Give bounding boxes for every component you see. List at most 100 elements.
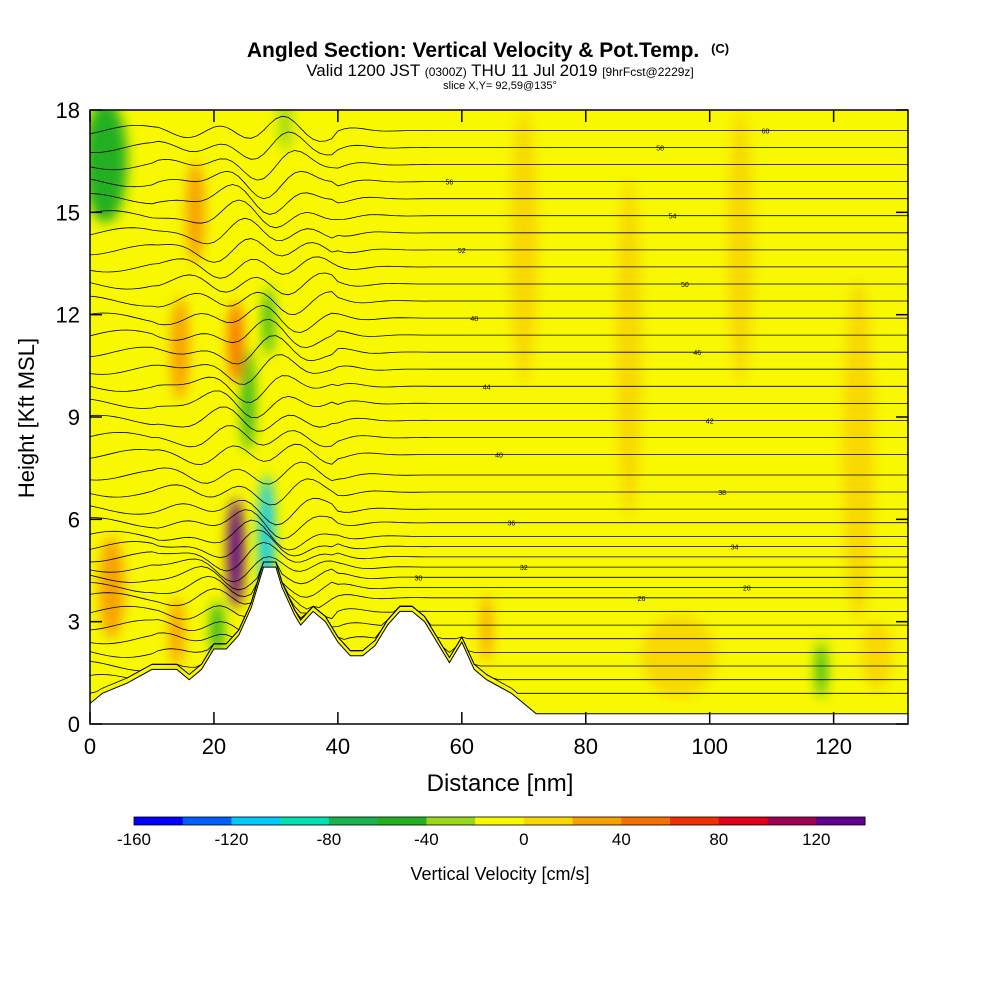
colorbar-segment xyxy=(134,817,184,825)
y-tick-label: 12 xyxy=(56,303,80,328)
x-axis-label: Distance [nm] xyxy=(427,770,574,797)
y-tick-label: 9 xyxy=(68,405,80,430)
isentrope-line xyxy=(90,561,908,620)
velocity-cell-14 xyxy=(510,110,538,383)
colorbar-segment xyxy=(328,817,379,825)
x-tick-label: 120 xyxy=(815,734,852,759)
isentrope-label: 60 xyxy=(762,128,770,135)
colorbar-tick-label: -40 xyxy=(414,830,439,849)
colorbar-tick-label: -120 xyxy=(214,830,248,849)
y-tick-label: 0 xyxy=(68,712,80,737)
isentrope-label: 26 xyxy=(638,596,646,603)
velocity-cell-7 xyxy=(279,110,292,151)
colorbar-tick-label: 40 xyxy=(612,830,631,849)
isentrope-line xyxy=(90,199,908,229)
isentrope-label: 30 xyxy=(415,575,423,582)
velocity-cell-2 xyxy=(241,348,255,452)
velocity-cell-18 xyxy=(641,614,716,697)
x-axis-ticks: 0 20 40 60 80 100 120 xyxy=(84,110,852,759)
isentrope-label: 54 xyxy=(669,214,677,221)
colorbar xyxy=(133,816,866,826)
colorbar-segment xyxy=(670,817,720,825)
isentrope-line xyxy=(90,509,908,540)
isentrope-line xyxy=(90,115,908,142)
isentrope-line xyxy=(90,318,908,349)
colorbar-label: Vertical Velocity [cm/s] xyxy=(410,864,589,884)
isentrope-line xyxy=(90,150,908,181)
x-tick-label: 80 xyxy=(574,734,598,759)
isentrope-line xyxy=(90,425,908,448)
colorbar-tick-labels: -160 -120 -80 -40 0 40 80 120 xyxy=(117,830,830,849)
velocity-cell-3 xyxy=(263,287,274,356)
isentrope-line xyxy=(90,561,908,645)
isentrope-label: 52 xyxy=(458,248,466,255)
isentrope-line xyxy=(90,461,908,485)
colorbar-tick-label: 0 xyxy=(519,830,528,849)
chart-title: Angled Section: Vertical Velocity & Pot.… xyxy=(247,39,729,62)
colorbar-tick-label: -80 xyxy=(317,830,342,849)
isentrope-label: 28 xyxy=(743,586,751,593)
x-tick-label: 100 xyxy=(691,734,728,759)
y-axis-label: Height [Kft MSL] xyxy=(14,338,39,498)
colorbar-tick-label: 120 xyxy=(802,830,830,849)
isentrope-line xyxy=(90,354,908,385)
isentrope-label: 40 xyxy=(495,453,503,460)
isentrope-line xyxy=(90,561,908,658)
colorbar-segment xyxy=(523,817,574,825)
y-tick-label: 15 xyxy=(56,200,80,225)
y-tick-label: 3 xyxy=(68,610,80,635)
x-tick-label: 20 xyxy=(202,734,226,759)
colorbar-segment xyxy=(475,817,525,825)
isentrope-label: 36 xyxy=(507,521,515,528)
isentrope-label: 34 xyxy=(731,545,739,552)
velocity-cell-17 xyxy=(842,280,874,622)
velocity-cell-16 xyxy=(728,110,754,383)
x-tick-label: 0 xyxy=(84,734,96,759)
colorbar-tick-label: -160 xyxy=(117,830,151,849)
colorbar-segment xyxy=(767,817,817,825)
isentrope-line xyxy=(90,335,908,365)
velocity-cell-11 xyxy=(169,597,185,667)
colorbar-segment xyxy=(816,817,866,825)
velocity-cell-10 xyxy=(186,161,205,264)
plot-background xyxy=(90,110,908,724)
colorbar-segment xyxy=(426,817,476,825)
isentrope-label: 56 xyxy=(446,180,454,187)
isentrope-line xyxy=(90,519,908,551)
isentrope-line xyxy=(90,390,908,419)
isentrope-label: 32 xyxy=(520,565,528,572)
colorbar-segment xyxy=(572,817,622,825)
isentrope-line xyxy=(90,443,908,465)
isentrope-line xyxy=(90,529,908,559)
terrain xyxy=(90,566,908,724)
isentrope-line xyxy=(90,561,908,591)
y-tick-label: 18 xyxy=(56,98,80,123)
velocity-field xyxy=(90,110,893,697)
isentrope-line xyxy=(90,304,908,333)
isentrope-line xyxy=(90,238,908,263)
isentrope-line xyxy=(90,184,908,215)
isentrope-line xyxy=(90,272,908,296)
x-tick-label: 60 xyxy=(450,734,474,759)
isentrope-line xyxy=(90,541,908,572)
colorbar-segment xyxy=(377,817,427,825)
isentrope-label: 46 xyxy=(693,350,701,357)
slice-label: slice X,Y= 92,59@135° xyxy=(443,80,557,92)
colorbar-segment xyxy=(182,817,232,825)
isentrope-line xyxy=(90,556,908,583)
isentrope-line xyxy=(90,256,908,279)
colorbar-segment xyxy=(718,817,769,825)
chart-subtitle: Valid 1200 JST (0300Z) THU 11 Jul 2019 [… xyxy=(306,61,694,80)
y-tick-label: 6 xyxy=(68,507,80,532)
isentrope-line xyxy=(90,217,908,245)
colorbar-frame xyxy=(133,816,866,826)
isentrope-label: 48 xyxy=(470,316,478,323)
velocity-cell-15 xyxy=(616,178,642,520)
isentrope-line xyxy=(90,170,908,200)
title-suffix: (C) xyxy=(711,41,729,56)
colorbar-tick-label: 80 xyxy=(709,830,728,849)
isentrope-label: 50 xyxy=(681,282,689,289)
isentrope-label: 44 xyxy=(483,384,491,391)
